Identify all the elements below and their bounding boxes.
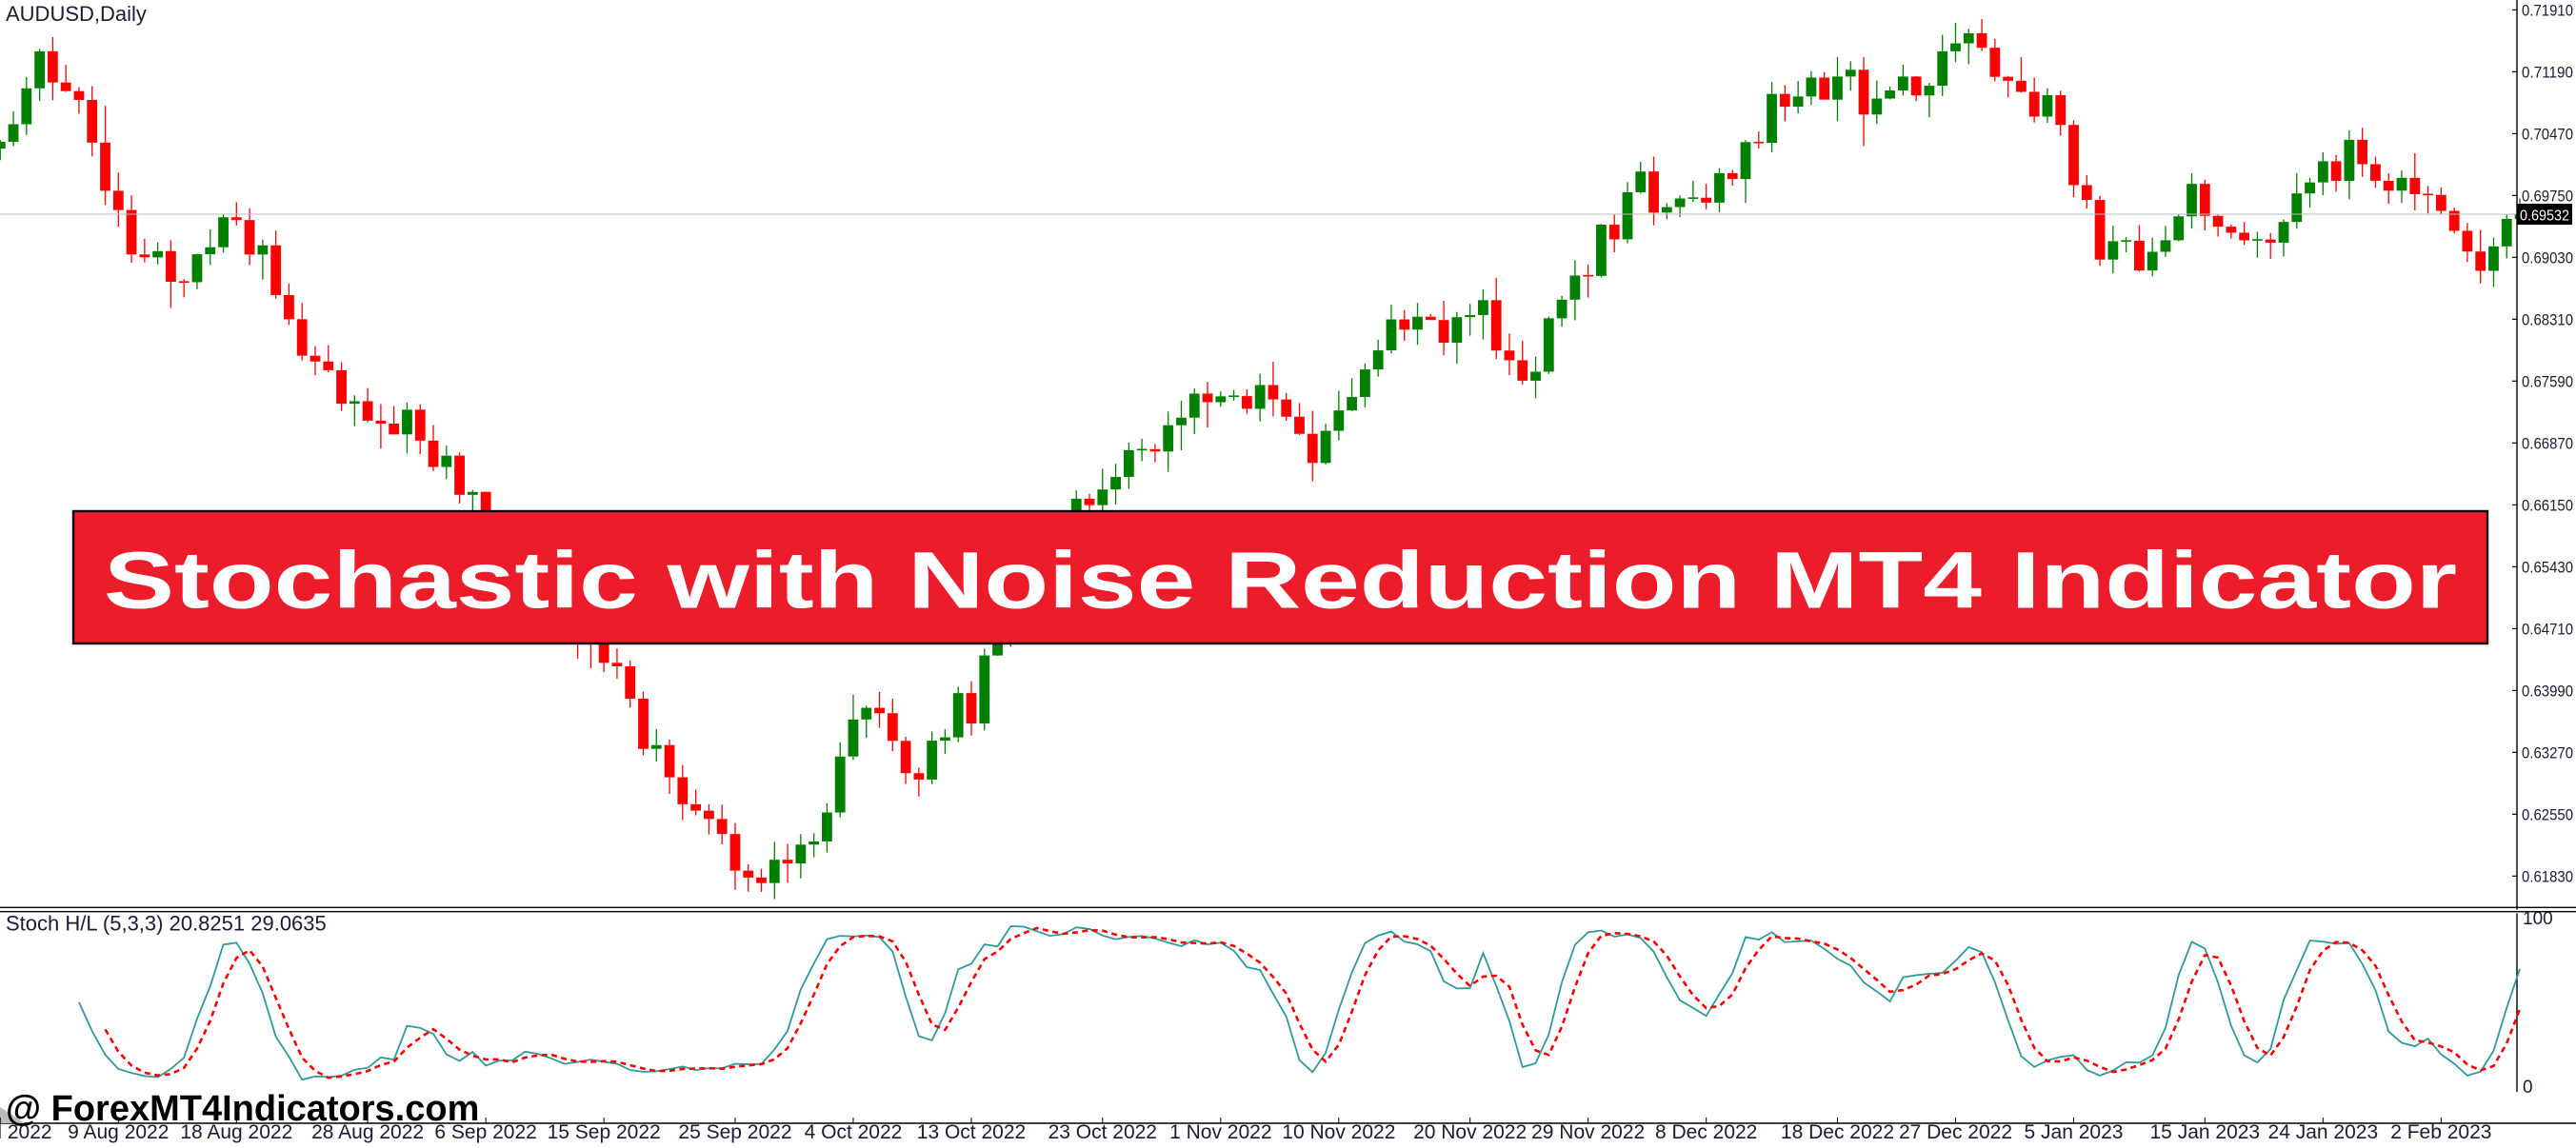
svg-text:29 Nov 2022: 29 Nov 2022 [1531, 1121, 1645, 1143]
svg-text:Stoch H/L (5,3,3) 20.8251 29: Stoch H/L (5,3,3) 20.8251 29.0635 [6, 912, 327, 936]
svg-text:9 Aug 2022: 9 Aug 2022 [68, 1121, 169, 1143]
svg-text:31 Jul 2022: 31 Jul 2022 [0, 1121, 52, 1143]
svg-text:0.66870: 0.66870 [2522, 435, 2573, 453]
svg-text:8 Dec 2022: 8 Dec 2022 [1655, 1121, 1757, 1143]
svg-text:13 Oct 2022: 13 Oct 2022 [917, 1121, 1026, 1143]
svg-text:6 Sep 2022: 6 Sep 2022 [434, 1121, 536, 1143]
svg-text:0.70470: 0.70470 [2522, 126, 2573, 144]
svg-text:AUDUSD,Daily: AUDUSD,Daily [6, 2, 147, 26]
svg-text:0.63990: 0.63990 [2522, 683, 2573, 701]
svg-text:18 Dec 2022: 18 Dec 2022 [1781, 1121, 1894, 1143]
svg-text:0.67590: 0.67590 [2522, 373, 2573, 391]
svg-text:100: 100 [2523, 909, 2553, 929]
svg-text:0.68310: 0.68310 [2522, 311, 2573, 329]
svg-text:2 Feb 2023: 2 Feb 2023 [2390, 1121, 2491, 1143]
svg-text:15 Sep 2022: 15 Sep 2022 [548, 1121, 661, 1143]
svg-text:23 Oct 2022: 23 Oct 2022 [1048, 1121, 1157, 1143]
svg-text:0.71190: 0.71190 [2522, 64, 2573, 82]
svg-text:0.69030: 0.69030 [2522, 249, 2573, 267]
svg-text:20 Nov 2022: 20 Nov 2022 [1413, 1121, 1527, 1143]
svg-text:0.64710: 0.64710 [2522, 621, 2573, 639]
svg-text:10 Nov 2022: 10 Nov 2022 [1282, 1121, 1395, 1143]
svg-text:0.66150: 0.66150 [2522, 497, 2573, 515]
svg-text:15 Jan 2023: 15 Jan 2023 [2150, 1121, 2261, 1143]
svg-text:5 Jan 2023: 5 Jan 2023 [2025, 1121, 2124, 1143]
svg-text:0.63270: 0.63270 [2522, 744, 2573, 762]
svg-text:0.71910: 0.71910 [2522, 2, 2573, 20]
svg-text:Stochastic with Noise Reductio: Stochastic with Noise Reduction MT4 Indi… [104, 536, 2457, 625]
svg-text:1 Nov 2022: 1 Nov 2022 [1169, 1121, 1271, 1143]
svg-text:0.69750: 0.69750 [2522, 188, 2573, 206]
svg-text:0.69532: 0.69532 [2520, 208, 2569, 224]
svg-text:28 Aug 2022: 28 Aug 2022 [311, 1121, 424, 1143]
svg-text:0.62550: 0.62550 [2522, 806, 2573, 824]
svg-text:0.65430: 0.65430 [2522, 559, 2573, 577]
svg-text:24 Jan 2023: 24 Jan 2023 [2268, 1121, 2379, 1143]
svg-text:0: 0 [2523, 1078, 2533, 1098]
svg-text:25 Sep 2022: 25 Sep 2022 [678, 1121, 791, 1143]
svg-text:4 Oct 2022: 4 Oct 2022 [805, 1121, 903, 1143]
svg-text:27 Dec 2022: 27 Dec 2022 [1899, 1121, 2012, 1143]
svg-text:0.61830: 0.61830 [2522, 868, 2573, 886]
svg-text:18 Aug 2022: 18 Aug 2022 [180, 1121, 292, 1143]
